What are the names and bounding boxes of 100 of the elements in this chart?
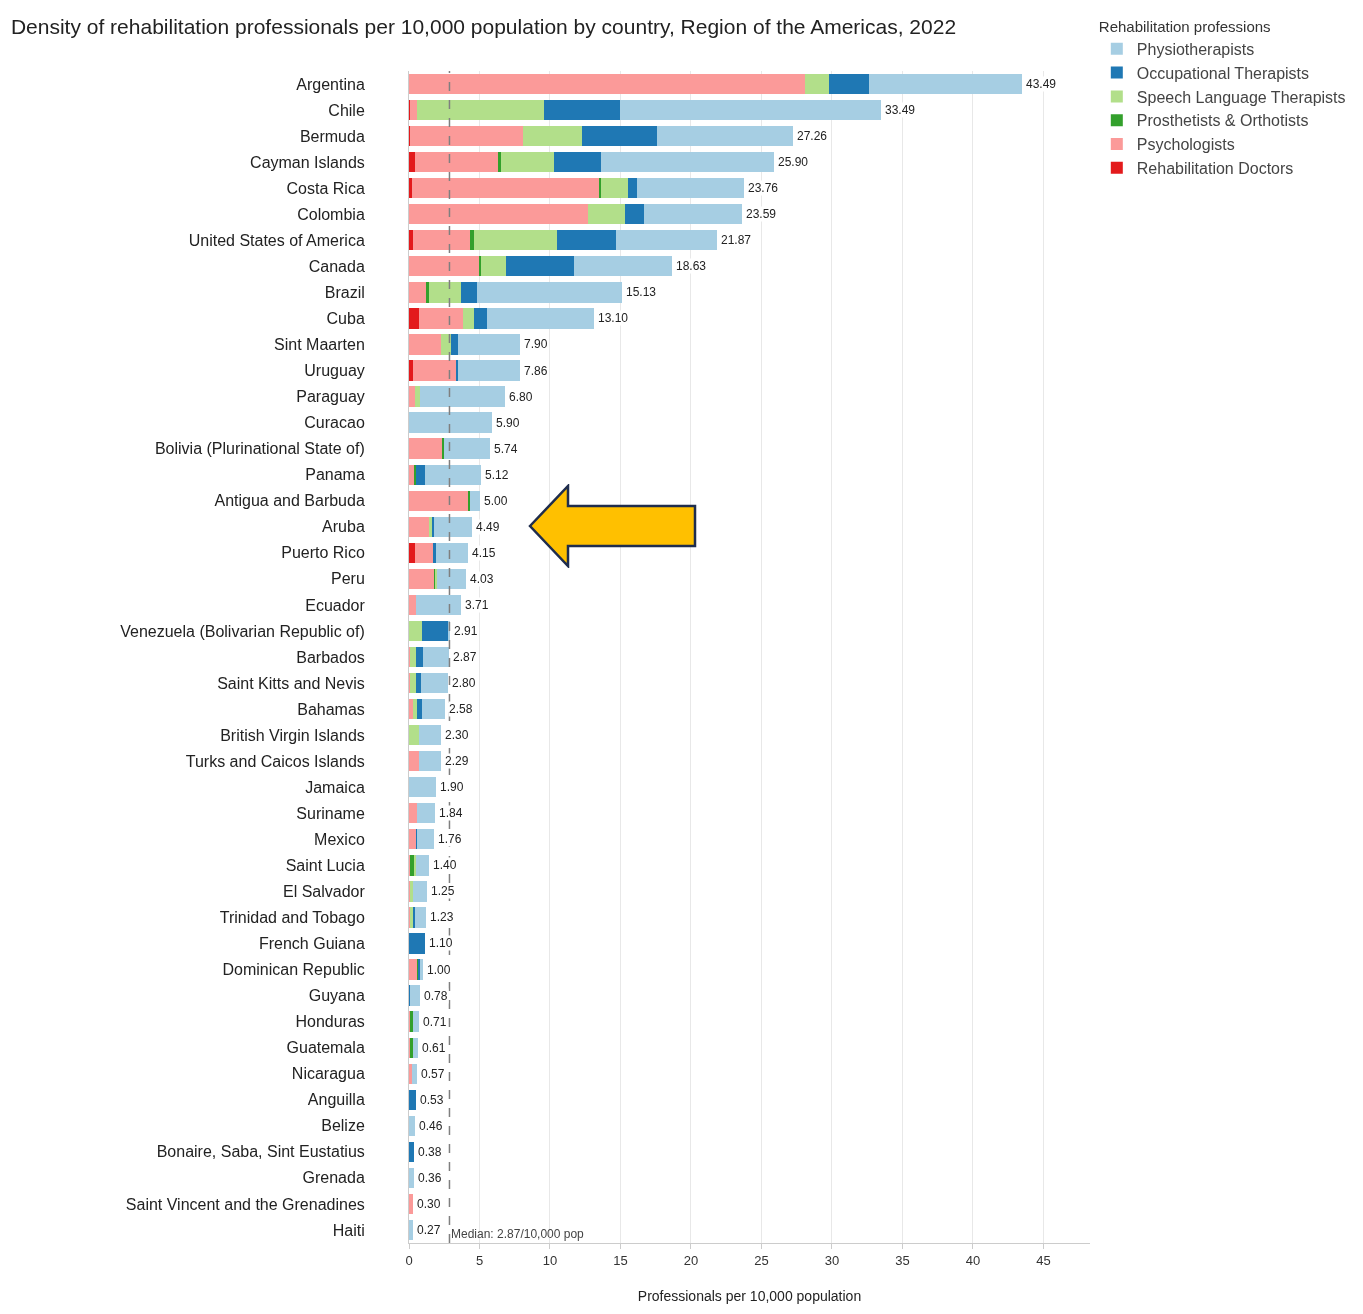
total-label: 0.30	[417, 1197, 441, 1211]
y-tick-label: Belize	[321, 1117, 365, 1135]
y-tick-label: Guyana	[308, 987, 365, 1005]
total-label: 5.12	[485, 468, 509, 482]
x-tick-label: 0	[405, 1252, 413, 1268]
total-label: 0.57	[421, 1067, 445, 1081]
total-label: 2.87	[453, 650, 477, 664]
total-label: 3.71	[465, 598, 489, 612]
x-tick-label: 30	[824, 1252, 840, 1268]
y-tick-label: Sint Maarten	[274, 336, 365, 354]
total-label: 1.25	[431, 884, 455, 898]
y-tick-label: Bahamas	[297, 700, 365, 718]
y-tick-label: Ecuador	[305, 596, 366, 614]
total-label: 1.76	[438, 832, 462, 846]
y-tick-label: Panama	[305, 466, 365, 484]
x-tick-label: 10	[542, 1252, 558, 1268]
total-label: 4.03	[470, 572, 494, 586]
x-tick-label: 35	[895, 1252, 910, 1268]
total-label: 1.40	[433, 858, 457, 872]
ref-line-label: Median: 2.87/10,000 pop	[451, 1227, 585, 1241]
total-label: 0.78	[424, 989, 448, 1003]
legend-label: Rehabilitation Doctors	[1136, 160, 1294, 178]
y-tick-label: Haiti	[332, 1221, 365, 1239]
x-tick-label: 5	[475, 1252, 484, 1268]
total-label: 4.49	[476, 520, 500, 534]
total-label: 13.10	[598, 311, 629, 325]
total-label: 2.80	[452, 676, 476, 690]
y-tick-label: Bolivia (Plurinational State of)	[154, 440, 365, 458]
total-label: 23.59	[746, 207, 777, 221]
total-label: 1.10	[429, 936, 453, 950]
y-tick-label: Cuba	[326, 310, 365, 328]
total-label: 2.58	[449, 702, 473, 716]
y-tick-label: Cayman Islands	[250, 153, 365, 171]
total-label: 23.76	[748, 181, 779, 195]
y-tick-label: Aruba	[322, 518, 365, 536]
total-label: 1.00	[427, 963, 451, 977]
legend-title: Rehabilitation professions	[1098, 17, 1271, 35]
legend-label: Psychologists	[1136, 136, 1235, 154]
total-label: 0.27	[417, 1223, 441, 1237]
total-label: 5.00	[484, 494, 508, 508]
x-tick-label: 40	[965, 1252, 981, 1268]
y-tick-label: Suriname	[296, 804, 365, 822]
total-label: 33.49	[885, 103, 916, 117]
y-tick-label: Turks and Caicos Islands	[185, 752, 365, 770]
x-tick-label: 25	[754, 1252, 769, 1268]
total-label: 27.26	[797, 129, 828, 143]
y-tick-label: Barbados	[296, 648, 365, 666]
total-label: 18.63	[676, 259, 707, 273]
y-tick-label: Chile	[328, 101, 365, 119]
total-label: 0.71	[423, 1015, 447, 1029]
total-label: 1.84	[439, 806, 463, 820]
total-label: 6.80	[509, 390, 533, 404]
y-tick-label: Brazil	[324, 283, 365, 301]
y-tick-label: Guatemala	[286, 1039, 365, 1057]
y-tick-label: Colombia	[297, 205, 365, 223]
total-label: 0.53	[420, 1093, 444, 1107]
y-tick-label: Curacao	[304, 414, 365, 432]
y-tick-label: Peru	[331, 570, 365, 588]
y-tick-label: Saint Vincent and the Grenadines	[125, 1195, 365, 1213]
y-tick-label: Anguilla	[307, 1091, 365, 1109]
y-tick-label: Grenada	[302, 1169, 365, 1187]
total-label: 0.36	[418, 1171, 442, 1185]
total-label: 1.23	[430, 910, 454, 924]
legend-label: Prosthetists & Orthotists	[1136, 112, 1309, 130]
x-tick-label: 20	[683, 1252, 699, 1268]
y-tick-label: Canada	[308, 257, 365, 275]
y-tick-label: Costa Rica	[286, 179, 365, 197]
y-tick-label: Puerto Rico	[281, 544, 365, 562]
y-tick-label: Trinidad and Tobago	[219, 909, 365, 927]
y-tick-label: Uruguay	[304, 362, 365, 380]
legend-label: Occupational Therapists	[1136, 64, 1310, 82]
y-tick-label: Bermuda	[299, 127, 365, 145]
total-label: 21.87	[721, 233, 752, 247]
total-label: 5.90	[496, 416, 520, 430]
legend-label: Speech Language Therapists	[1136, 88, 1346, 106]
y-tick-label: United States of America	[188, 231, 365, 249]
total-label: 25.90	[778, 155, 809, 169]
x-tick-label: 15	[613, 1252, 628, 1268]
total-label: 1.90	[440, 780, 464, 794]
y-tick-label: Saint Kitts and Nevis	[217, 674, 365, 692]
y-tick-label: Saint Lucia	[285, 856, 365, 874]
y-tick-label: British Virgin Islands	[220, 726, 365, 744]
y-tick-label: Nicaragua	[291, 1065, 365, 1083]
total-label: 7.86	[524, 364, 548, 378]
total-label: 0.46	[419, 1119, 443, 1133]
total-label: 43.49	[1026, 77, 1057, 91]
y-tick-label: Bonaire, Saba, Sint Eustatius	[156, 1143, 365, 1161]
y-tick-label: Paraguay	[296, 388, 365, 406]
chart-title: Density of rehabilitation professionals per 10,000 population by country, Region of the Americas, 2022	[10, 15, 957, 39]
x-axis-title: Professionals per 10,000 population	[637, 1287, 862, 1304]
y-tick-label: Venezuela (Bolivarian Republic of)	[120, 622, 365, 640]
x-tick-label: 45	[1036, 1252, 1051, 1268]
y-tick-label: French Guiana	[258, 935, 365, 953]
y-tick-label: El Salvador	[282, 883, 366, 900]
y-tick-label: Argentina	[296, 75, 365, 93]
y-tick-label: Dominican Republic	[222, 961, 365, 979]
total-label: 5.74	[494, 442, 518, 456]
legend-label: Physiotherapists	[1136, 41, 1255, 59]
y-tick-label: Antigua and Barbuda	[214, 492, 365, 510]
total-label: 2.30	[445, 728, 469, 742]
